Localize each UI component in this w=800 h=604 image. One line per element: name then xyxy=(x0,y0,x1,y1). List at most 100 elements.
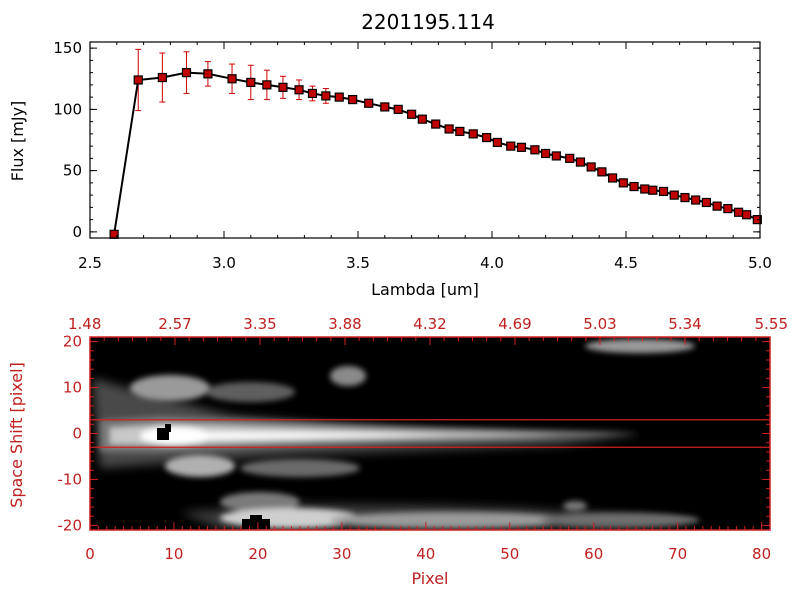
data-point xyxy=(658,186,669,197)
data-point xyxy=(321,91,331,101)
x-tick-label: 70 xyxy=(668,545,687,563)
y-tick-label: 50 xyxy=(63,162,82,180)
bottom-x-axis: 0 10 20 30 40 50 60 70 80 xyxy=(85,522,771,563)
data-point xyxy=(506,141,516,151)
data-point xyxy=(640,184,650,194)
data-point xyxy=(307,88,318,99)
data-point xyxy=(741,210,752,220)
spectrum-marks xyxy=(109,48,762,239)
bottom-y-axis: -20 -10 0 10 20 xyxy=(58,333,770,534)
x-tick-label: 2.5 xyxy=(78,254,102,272)
data-point xyxy=(607,173,618,183)
y-tick-label: 10 xyxy=(63,379,82,397)
x-tick-label: 30 xyxy=(332,545,351,563)
data-point xyxy=(516,142,527,152)
top-tick-label: 5.55 xyxy=(755,315,788,333)
data-point xyxy=(482,132,492,143)
y-tick-label: -10 xyxy=(58,470,83,488)
data-point xyxy=(334,92,344,102)
data-point xyxy=(648,185,658,195)
data-point xyxy=(701,197,712,208)
top-tick-label: 4.69 xyxy=(498,315,531,333)
top-tick-label: 3.88 xyxy=(328,315,361,333)
y-tick-label: 0 xyxy=(72,425,82,443)
data-point xyxy=(597,167,607,177)
x-tick-label: 80 xyxy=(752,545,771,563)
top-tick-label: 4.32 xyxy=(413,315,446,333)
data-point xyxy=(444,124,454,134)
data-point xyxy=(530,145,540,155)
top-tick-label: 2.57 xyxy=(158,315,191,333)
data-point xyxy=(586,162,596,172)
data-point xyxy=(468,129,478,139)
data-point xyxy=(407,109,417,119)
top-plot-frame xyxy=(89,41,761,239)
image-saturated-pixels xyxy=(157,424,536,529)
data-point xyxy=(227,74,237,84)
top-x-axis: 2.5 3.0 3.5 4.0 4.5 5.0 xyxy=(78,42,772,272)
spectrum-line xyxy=(113,71,758,235)
x-tick-label: 0 xyxy=(85,545,95,563)
x-tick-label: 20 xyxy=(248,545,267,563)
x-tick-label: 4.5 xyxy=(614,254,638,272)
data-point xyxy=(575,157,586,167)
data-point xyxy=(393,104,403,114)
data-point xyxy=(157,72,167,83)
top-tick-label: 3.35 xyxy=(243,315,276,333)
data-point xyxy=(294,85,304,95)
spectral-image xyxy=(90,337,770,530)
data-point xyxy=(618,178,628,188)
y-tick-label: -20 xyxy=(58,516,83,534)
image-upper-blobs xyxy=(130,339,695,402)
data-point xyxy=(380,102,390,112)
x-tick-label: 40 xyxy=(416,545,435,563)
bottom-y-axis-label: Space Shift [pixel] xyxy=(7,362,26,508)
data-point xyxy=(246,77,256,88)
data-point xyxy=(691,195,701,205)
top-y-axis-label: Flux [mJy] xyxy=(8,101,27,182)
data-point xyxy=(629,181,639,192)
data-point xyxy=(431,119,441,129)
x-tick-label: 4.0 xyxy=(480,254,504,272)
data-point xyxy=(364,98,374,108)
x-tick-label: 3.0 xyxy=(212,254,236,272)
extraction-window-lines xyxy=(90,419,770,448)
x-tick-label: 60 xyxy=(584,545,603,563)
data-point xyxy=(133,75,143,85)
y-tick-label: 0 xyxy=(72,223,82,241)
y-tick-label: 20 xyxy=(63,333,82,351)
image-main-trace xyxy=(100,416,640,452)
data-point xyxy=(417,114,427,124)
data-point xyxy=(733,207,744,217)
x-tick-label: 3.5 xyxy=(346,254,370,272)
top-x-axis-label: Lambda [um] xyxy=(371,280,479,299)
top-y-axis: 0 50 100 150 xyxy=(53,39,760,241)
y-tick-label: 100 xyxy=(53,100,82,118)
data-point xyxy=(278,82,288,92)
bottom-x-axis-label: Pixel xyxy=(411,569,448,588)
data-point xyxy=(551,151,561,161)
y-tick-label: 150 xyxy=(53,39,82,57)
top-tick-label: 1.48 xyxy=(68,315,101,333)
top-tick-label: 5.03 xyxy=(583,315,616,333)
x-tick-label: 10 xyxy=(164,545,183,563)
data-point xyxy=(348,94,358,105)
data-point xyxy=(203,69,213,79)
data-point xyxy=(492,137,502,148)
data-point xyxy=(712,201,722,211)
chart-title: 2201195.114 xyxy=(361,10,495,34)
top-tick-label: 5.34 xyxy=(668,315,701,333)
data-point xyxy=(262,80,272,90)
data-point xyxy=(723,204,733,214)
x-tick-label: 50 xyxy=(500,545,519,563)
data-point xyxy=(455,126,465,137)
data-point xyxy=(540,148,551,159)
data-point xyxy=(680,192,690,203)
wavelength-top-axis: 1.48 2.57 3.35 3.88 4.32 4.69 5.03 5.34 5.55 xyxy=(68,315,788,345)
x-tick-label: 5.0 xyxy=(748,254,772,272)
data-point xyxy=(669,190,679,200)
data-point xyxy=(565,153,575,163)
data-point xyxy=(181,68,192,78)
